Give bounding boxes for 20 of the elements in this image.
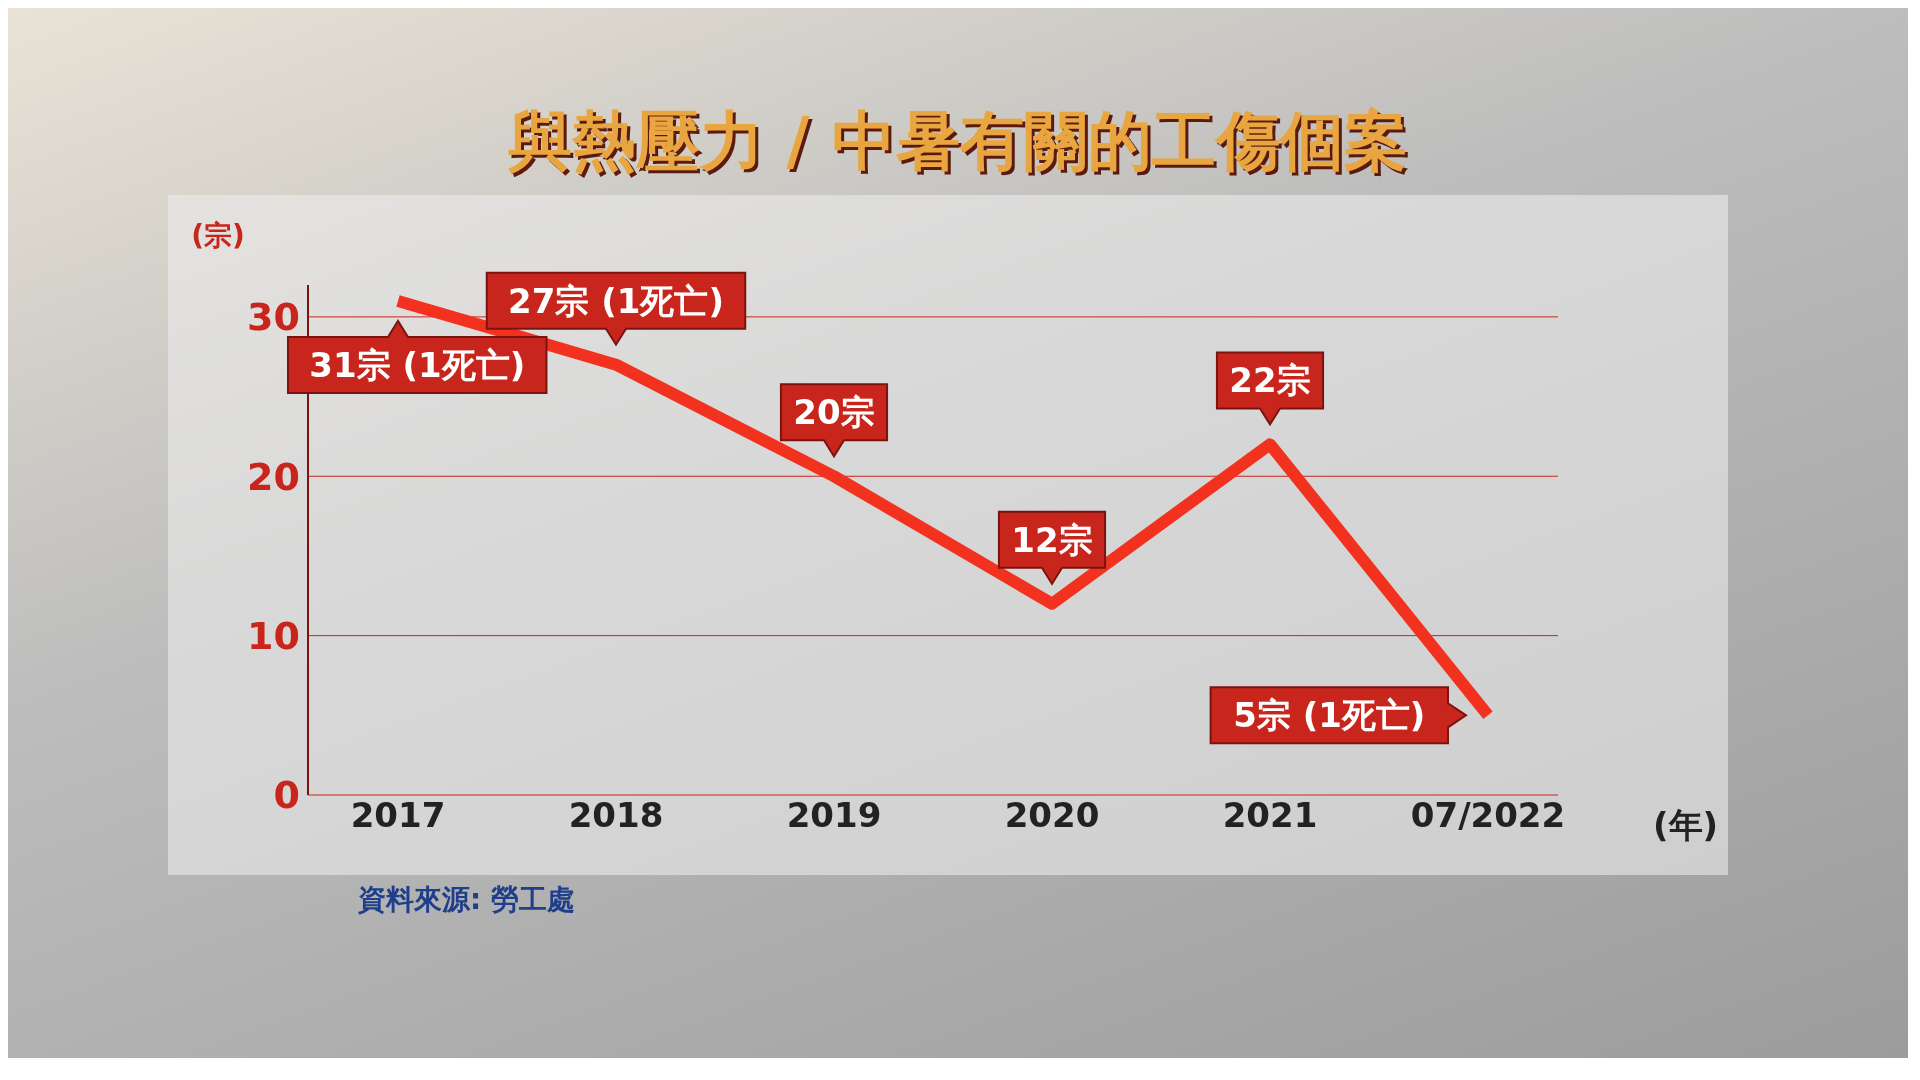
chart-title: 與熱壓力 / 中暑有關的工傷個案 <box>507 103 1409 180</box>
x-tick-label: 2019 <box>786 795 882 836</box>
data-label: 22宗 <box>1229 360 1311 401</box>
x-tick-label: 2020 <box>1004 795 1100 836</box>
data-label: 5宗 (1死亡) <box>1233 695 1426 736</box>
data-label: 12宗 <box>1011 519 1093 560</box>
x-tick-label: 07/2022 <box>1410 795 1566 836</box>
y-tick-label: 10 <box>247 614 300 659</box>
y-tick-label: 0 <box>273 773 300 818</box>
y-axis-title: (宗) <box>191 219 245 252</box>
x-tick-label: 2018 <box>568 795 664 836</box>
x-tick-label: 2017 <box>350 795 446 836</box>
x-axis-title: (年) <box>1653 805 1719 846</box>
data-label: 20宗 <box>793 392 875 433</box>
data-label: 27宗 (1死亡) <box>508 280 724 321</box>
y-tick-label: 20 <box>247 454 300 499</box>
y-tick-label: 30 <box>247 295 300 340</box>
source-note: 資料來源: 勞工處 <box>358 882 576 918</box>
data-label: 31宗 (1死亡) <box>309 344 526 385</box>
x-tick-label: 2021 <box>1222 795 1318 836</box>
